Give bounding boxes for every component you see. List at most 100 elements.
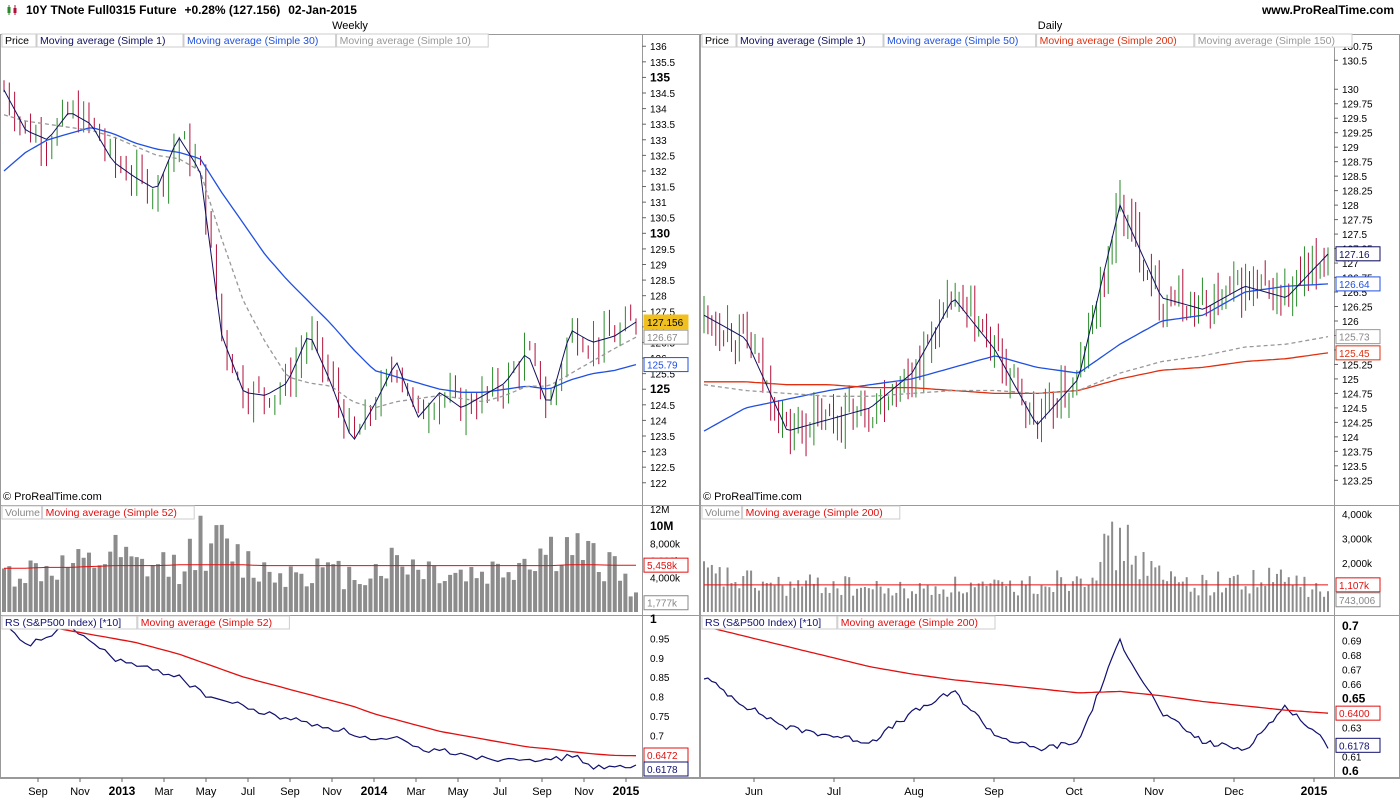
- left-price-tick-label: 127.5: [650, 307, 675, 318]
- left-volume-bar: [23, 583, 28, 612]
- right-volume-bar: [883, 593, 886, 612]
- left-copyright: © ProRealTime.com: [3, 491, 102, 503]
- right-volume-bar: [1091, 577, 1094, 612]
- left-volume-bar: [124, 546, 129, 612]
- header-bar: 10Y TNote Full0315 Future +0.28% (127.15…: [0, 0, 1400, 20]
- left-volume-legend-box: [42, 505, 195, 520]
- right-volume-bar: [1056, 570, 1059, 612]
- right-volume-bar: [1013, 591, 1016, 612]
- right-price-tick-label: 127: [1342, 259, 1359, 270]
- right-price-tick-label: 128.5: [1342, 172, 1367, 183]
- right-volume-bar: [1213, 592, 1216, 612]
- left-volume-bar: [453, 572, 458, 612]
- left-rs-tick-label: 0.95: [650, 634, 670, 645]
- right-price-badge: [1335, 246, 1381, 262]
- right-volume-legend-box: [701, 505, 743, 520]
- candlestick-icon: [7, 5, 17, 15]
- right-price-legend-box: [736, 33, 884, 48]
- left-volume-bar: [86, 552, 91, 612]
- right-volume-bar: [922, 588, 925, 612]
- right-volume-bar: [1268, 567, 1271, 612]
- left-price-legend-label: Price: [5, 35, 29, 47]
- left-price-legend-label: Moving average (Simple 1): [40, 35, 165, 47]
- left-x-tick-label: Jul: [493, 786, 507, 798]
- right-volume-bar: [1158, 565, 1161, 612]
- right-volume-bar: [703, 561, 705, 612]
- right-volume-bar: [930, 594, 933, 612]
- right-volume-bar: [918, 583, 921, 612]
- right-price-tick-label: 130.75: [1342, 42, 1373, 53]
- right-volume-bar: [1162, 579, 1165, 612]
- left-volume-bar: [570, 555, 575, 612]
- left-volume-bar: [442, 581, 447, 612]
- left-price-tick-label: 129.5: [650, 245, 675, 256]
- left-volume-bar: [623, 573, 628, 612]
- right-volume-bar: [914, 593, 917, 612]
- right-rs-badge-label: 0.6178: [1339, 741, 1370, 752]
- right-volume-tick-label: 4,000k: [1342, 510, 1373, 521]
- right-volume-badge-label: 1,107k: [1339, 581, 1370, 592]
- right-price-tick-label: 123.25: [1342, 476, 1373, 487]
- right-volume-bar: [989, 583, 992, 612]
- right-rs-legend-box: [701, 615, 838, 630]
- right-volume-bar: [1275, 573, 1278, 612]
- left-volume-bar: [304, 586, 309, 612]
- left-volume-bar: [341, 589, 346, 612]
- left-volume-bar: [612, 556, 617, 612]
- left-volume-bar: [76, 549, 81, 612]
- left-price-legend-label: Moving average (Simple 30): [187, 35, 318, 47]
- left-price-tick-label: 128.5: [650, 276, 675, 287]
- left-volume-bar: [586, 540, 591, 612]
- right-price-badge: [1335, 276, 1381, 292]
- left-volume-bar: [251, 577, 256, 612]
- right-volume-bar: [1170, 571, 1173, 612]
- right-volume-bar: [1205, 580, 1208, 612]
- left-volume-bar: [140, 558, 145, 612]
- left-rs-legend-box: [1, 615, 138, 630]
- site-link[interactable]: www.ProRealTime.com: [1261, 3, 1394, 17]
- left-price-tick-label: 125: [650, 382, 670, 396]
- right-volume-bar: [1264, 585, 1267, 612]
- left-ma-line-0: [3, 127, 637, 393]
- right-rs-legend-label: RS (S&P500 Index) [*10]: [705, 617, 821, 629]
- right-price-tick-label: 126.25: [1342, 303, 1373, 314]
- right-volume-bar: [903, 588, 906, 612]
- right-volume-bar: [848, 577, 851, 612]
- left-volume-bar: [278, 573, 283, 612]
- right-volume-bar: [1052, 591, 1055, 612]
- right-copyright: © ProRealTime.com: [703, 491, 802, 503]
- left-volume-bar: [288, 566, 293, 612]
- right-volume-bar: [1307, 596, 1310, 612]
- left-volume-bar: [272, 582, 277, 612]
- left-price-tick-label: 122: [650, 479, 667, 490]
- left-volume-bar: [437, 583, 442, 612]
- left-volume-bar: [182, 571, 187, 612]
- left-volume-bar: [198, 515, 203, 612]
- left-rs-ma-line: [3, 618, 637, 757]
- left-volume-bar: [564, 537, 569, 612]
- left-price-tick-label: 133.5: [650, 120, 675, 131]
- left-price-tick-label: 130.5: [650, 214, 675, 225]
- left-x-tick-label: Mar: [155, 786, 174, 798]
- right-volume-bar: [1236, 574, 1239, 612]
- right-volume-bar: [1303, 576, 1306, 612]
- left-price-badge: [643, 357, 689, 373]
- right-volume-bar: [859, 587, 862, 612]
- right-price-tick-label: 129.5: [1342, 114, 1367, 125]
- left-volume-bar: [458, 569, 463, 612]
- right-ma1-line: [703, 203, 1329, 431]
- right-volume-bar: [840, 594, 843, 612]
- left-volume-bar: [65, 567, 70, 612]
- right-price-tick-label: 124: [1342, 433, 1359, 444]
- left-volume-bar: [134, 557, 139, 612]
- right-volume-bar: [750, 570, 753, 612]
- left-volume-tick-label: 4,000k: [650, 574, 681, 585]
- right-price-tick-label: 130: [1342, 85, 1359, 96]
- right-volume-bar: [969, 582, 972, 612]
- left-price-tick-label: 133: [650, 136, 667, 147]
- left-volume-badge-label: 1,777k: [647, 599, 678, 610]
- left-rs-legend-label: RS (S&P500 Index) [*10]: [5, 617, 121, 629]
- left-volume-bar: [225, 538, 230, 612]
